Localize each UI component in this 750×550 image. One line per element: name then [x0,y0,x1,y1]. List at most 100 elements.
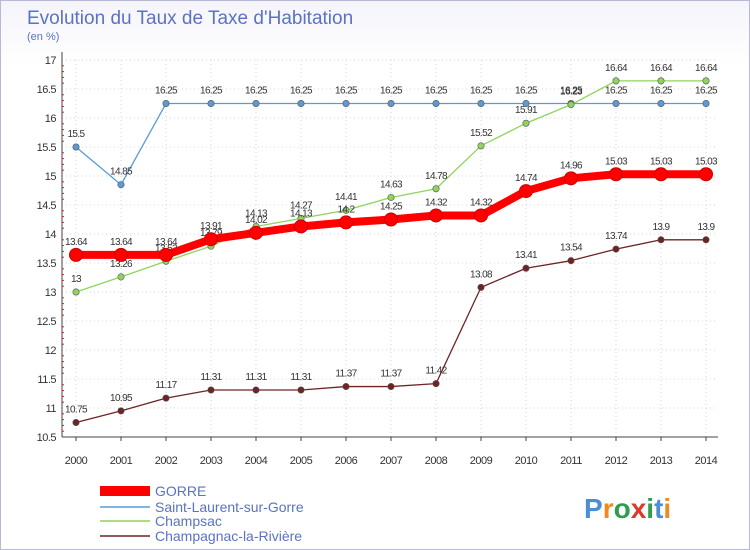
data-point [294,219,308,234]
data-label: 16.25 [425,86,448,97]
data-point [609,167,623,182]
data-label: 16.25 [335,86,358,97]
data-point [657,100,665,108]
data-label: 16.25 [515,86,538,97]
data-point [207,100,215,108]
y-tick-label: 17 [45,55,57,67]
data-label: 11.31 [200,372,222,383]
data-point [657,236,665,244]
data-label: 14.27 [290,200,313,211]
y-tick-label: 16 [45,113,57,125]
data-point [477,100,485,108]
data-point [519,184,533,199]
proxiti-logo: Proxiti [584,493,671,524]
y-tick-label: 10.5 [37,432,57,444]
data-label: 16.64 [650,63,673,74]
y-tick-label: 14.5 [37,200,57,212]
data-label: 16.25 [605,86,628,97]
data-point [432,100,440,108]
data-point [72,288,80,296]
data-point [162,100,170,108]
data-label: 16.25 [695,86,718,97]
data-label: 15.03 [605,156,628,167]
data-label: 13.41 [515,250,538,261]
data-point [207,386,215,394]
data-label: 16.25 [245,86,268,97]
x-tick-label: 2002 [155,455,178,467]
data-label: 14.74 [515,173,538,184]
x-tick-label: 2005 [290,455,313,467]
data-label: 15.52 [470,128,493,139]
data-point [654,167,668,182]
data-label: 14.85 [110,167,133,178]
data-label: 10.75 [65,405,88,416]
data-point [567,101,575,109]
y-tick-label: 16.5 [37,84,57,96]
data-label: 13.64 [110,237,133,248]
data-point [117,407,125,415]
data-point [72,418,80,426]
data-label: 11.37 [335,369,357,380]
x-tick-label: 2013 [650,455,673,467]
x-tick-label: 2006 [335,455,358,467]
data-label: 11.31 [245,372,267,383]
data-point [387,100,395,108]
data-point [477,142,485,150]
data-label: 16.25 [290,86,313,97]
data-point [297,100,305,108]
data-label: 16.25 [560,86,583,97]
data-point [429,208,443,223]
data-label: 14.63 [380,179,403,190]
data-label: 16.25 [380,86,403,97]
legend-label: Champagnac-la-Rivière [155,528,302,544]
data-label: 14.32 [425,197,448,208]
data-point [702,77,710,85]
data-label: 14.41 [335,192,358,203]
x-tick-label: 2000 [65,455,88,467]
data-point [474,208,488,223]
y-axis-label: (en %) [27,31,59,43]
data-point [114,247,128,262]
data-point [387,383,395,391]
x-tick-label: 2011 [560,455,582,467]
data-label: 16.25 [200,86,223,97]
data-label: 11.17 [155,380,177,391]
data-label: 14.13 [245,208,268,219]
data-point [117,181,125,189]
chart-title: Evolution du Taux de Taxe d'Habitation [27,8,353,29]
legend-label: GORRE [155,483,206,499]
data-point [297,386,305,394]
x-tick-label: 2012 [605,455,628,467]
data-label: 10.95 [110,393,133,404]
data-label: 14.2 [337,204,355,215]
x-tick-label: 2008 [425,455,448,467]
y-tick-label: 13 [45,287,57,299]
data-point [72,143,80,151]
data-point [432,380,440,388]
data-point [699,167,713,182]
y-tick-label: 13.5 [37,258,57,270]
data-label: 16.25 [155,86,178,97]
data-label: 14.25 [380,202,403,213]
data-label: 11.37 [380,369,402,380]
data-label: 15.91 [515,105,538,116]
data-label: 13 [71,274,82,285]
data-point [117,273,125,281]
legend-label: Champsac [155,513,222,529]
data-point [162,394,170,402]
legend-label: Saint-Laurent-sur-Gorre [155,499,304,515]
data-label: 16.64 [695,63,718,74]
data-label: 13.08 [470,269,493,280]
data-point [612,77,620,85]
data-label: 13.26 [110,259,133,270]
x-tick-label: 2007 [380,455,403,467]
data-point [702,100,710,108]
data-label: 16.25 [470,86,493,97]
data-label: 14.96 [560,160,583,171]
data-point [522,119,530,127]
data-point [387,193,395,201]
data-label: 13.64 [155,237,178,248]
data-point [522,264,530,272]
